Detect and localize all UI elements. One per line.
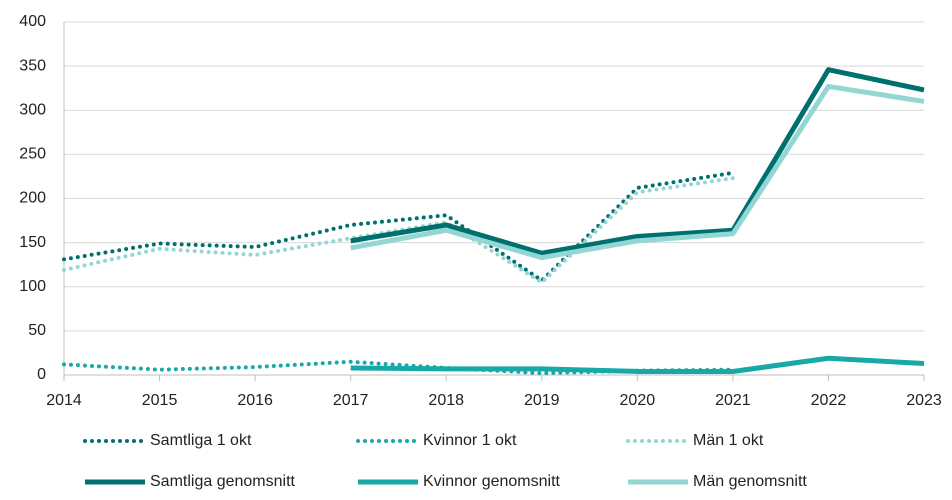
legend-label: Samtliga 1 okt — [150, 432, 252, 449]
x-tick-label: 2023 — [906, 392, 942, 409]
y-tick-label: 100 — [19, 278, 46, 295]
series-line — [350, 67, 925, 256]
y-tick-label: 200 — [19, 190, 46, 207]
series-line — [62, 170, 735, 283]
legend-label: Kvinnor 1 okt — [423, 432, 517, 449]
series-line — [62, 176, 735, 285]
series-line — [350, 355, 925, 374]
y-tick-label: 350 — [19, 57, 46, 74]
x-tick-label: 2019 — [524, 392, 560, 409]
x-tick-label: 2015 — [142, 392, 178, 409]
legend-label: Män 1 okt — [693, 432, 764, 449]
x-tick-label: 2017 — [333, 392, 369, 409]
x-tick-label: 2016 — [237, 392, 273, 409]
y-tick-label: 50 — [28, 322, 46, 339]
x-tick-label: 2021 — [715, 392, 751, 409]
legend-label: Samtliga genomsnitt — [150, 473, 296, 490]
y-tick-label: 150 — [19, 234, 46, 251]
x-tick-label: 2020 — [620, 392, 656, 409]
series-line — [350, 83, 925, 261]
y-tick-label: 250 — [19, 146, 46, 163]
y-tick-label: 300 — [19, 101, 46, 118]
y-tick-label: 0 — [37, 366, 46, 383]
y-tick-label: 400 — [19, 13, 46, 30]
x-tick-label: 2022 — [811, 392, 847, 409]
x-tick-label: 2014 — [46, 392, 82, 409]
legend-label: Kvinnor genomsnitt — [423, 473, 561, 490]
x-tick-label: 2018 — [428, 392, 464, 409]
legend-label: Män genomsnitt — [693, 473, 807, 490]
